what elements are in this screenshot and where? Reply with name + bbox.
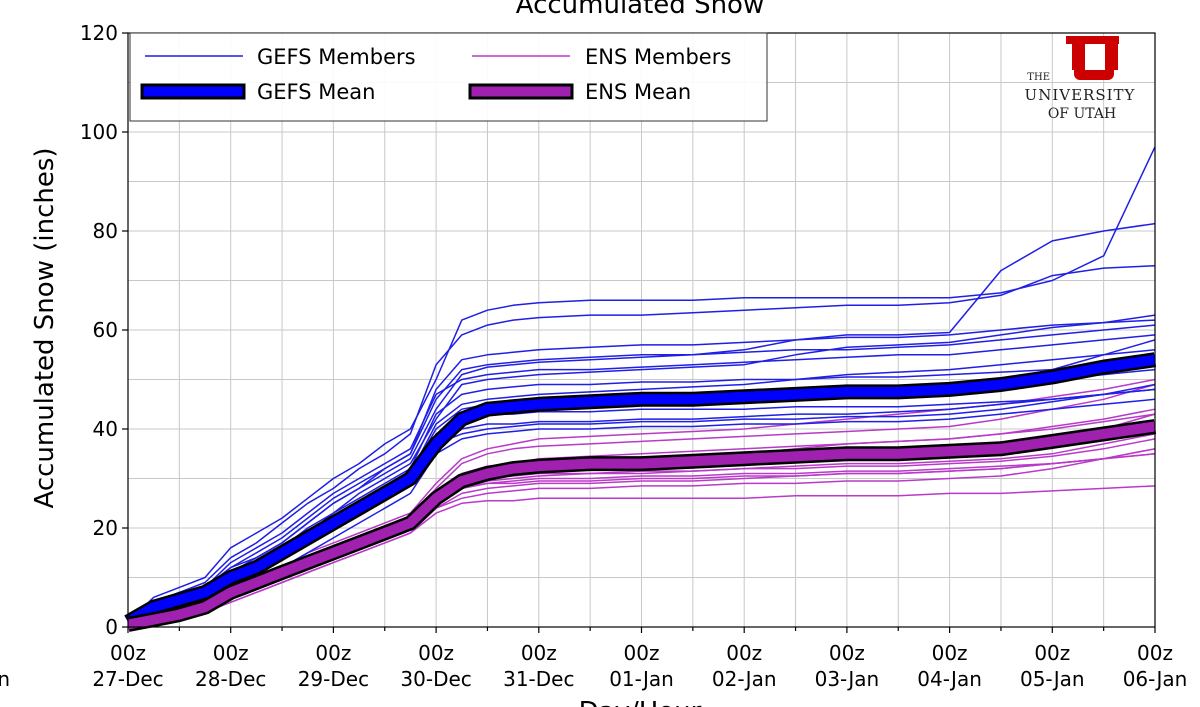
axes: 02040608010012000z27-Dec00z28-Dec00z29-D… — [80, 21, 1187, 691]
legend-swatch-ens-mean — [468, 83, 574, 100]
y-tick-label: 120 — [80, 21, 118, 45]
legend: GEFS Members ENS Members GEFS Mean ENS M… — [129, 32, 768, 122]
x-tick-date-label: 06-Jan — [1123, 667, 1188, 691]
legend-box — [129, 32, 768, 122]
gefs-member-line — [127, 334, 1156, 623]
left-cut-label: n — [0, 667, 10, 691]
x-tick-hour-label: 00z — [1137, 641, 1173, 665]
ens-mean-line — [127, 421, 1156, 630]
x-tick-hour-label: 00z — [418, 641, 454, 665]
logo-line-of-utah: OF UTAH — [1048, 106, 1116, 122]
block-u-left-bar — [1072, 36, 1085, 70]
legend-swatch-gefs-mean — [140, 83, 246, 100]
x-tick-hour-label: 00z — [829, 641, 865, 665]
x-tick-hour-label: 00z — [624, 641, 660, 665]
x-tick-date-label: 29-Dec — [298, 667, 369, 691]
mean-lines — [124, 352, 1157, 632]
x-tick-hour-label: 00z — [213, 641, 249, 665]
y-tick-label: 60 — [93, 318, 118, 342]
y-tick-label: 80 — [93, 219, 118, 243]
y-tick-label: 20 — [93, 516, 118, 540]
x-tick-date-label: 30-Dec — [400, 667, 471, 691]
x-tick-hour-label: 00z — [521, 641, 557, 665]
gefs-member-line — [127, 324, 1156, 623]
y-tick-label: 0 — [105, 615, 118, 639]
university-of-utah-logo: THE UNIVERSITY OF UTAH — [1025, 36, 1136, 122]
chart-title: Accumulated Snow — [516, 0, 764, 20]
x-tick-hour-label: 00z — [315, 641, 351, 665]
x-tick-date-label: 02-Jan — [712, 667, 777, 691]
gefs-member-line — [127, 222, 1156, 623]
y-tick-label: 100 — [80, 120, 118, 144]
gefs-member-line — [127, 319, 1156, 623]
ens-member-line — [127, 485, 1156, 626]
x-tick-date-label: 03-Jan — [815, 667, 880, 691]
gefs-member-line — [127, 264, 1156, 623]
x-tick-date-label: 01-Jan — [609, 667, 674, 691]
x-tick-hour-label: 00z — [110, 641, 146, 665]
x-tick-date-label: 28-Dec — [195, 667, 266, 691]
block-u-serif-right — [1099, 36, 1119, 44]
legend-label-ens-mean: ENS Mean — [585, 80, 691, 104]
x-tick-date-label: 31-Dec — [503, 667, 574, 691]
x-tick-hour-label: 00z — [932, 641, 968, 665]
gefs-member-line — [127, 146, 1156, 623]
gefs-mean-line — [125, 354, 1156, 627]
x-tick-hour-label: 00z — [1034, 641, 1070, 665]
y-tick-label: 40 — [93, 417, 118, 441]
x-tick-date-label: 27-Dec — [92, 667, 163, 691]
legend-label-ens-members: ENS Members — [585, 45, 731, 69]
x-tick-hour-label: 00z — [726, 641, 762, 665]
x-tick-date-label: 05-Jan — [1020, 667, 1085, 691]
logo-line-the: THE — [1027, 72, 1050, 83]
logo-line-university: UNIVERSITY — [1025, 86, 1136, 104]
legend-label-gefs-members: GEFS Members — [257, 45, 416, 69]
block-u-inner — [1085, 44, 1105, 70]
block-u-right-bar — [1105, 36, 1118, 70]
x-axis-label: Day/Hour — [579, 697, 702, 707]
legend-label-gefs-mean: GEFS Mean — [257, 80, 375, 104]
x-tick-date-label: 04-Jan — [917, 667, 982, 691]
y-axis-label: Accumulated Snow (inches) — [30, 147, 60, 508]
